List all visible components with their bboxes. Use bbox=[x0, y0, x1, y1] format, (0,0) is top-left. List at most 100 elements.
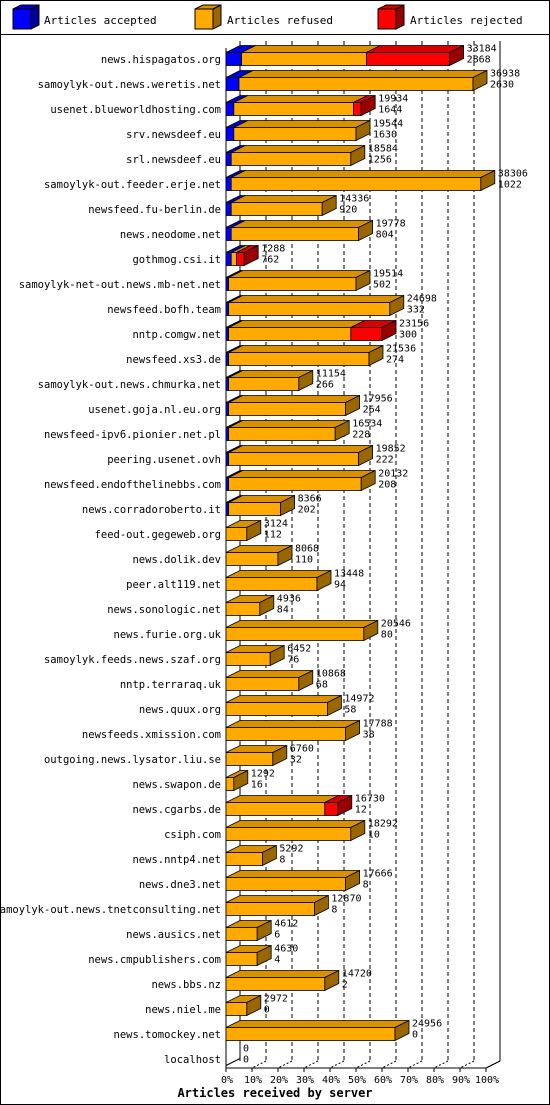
bar-top-refused bbox=[228, 420, 350, 428]
legend-swatch-refused-front bbox=[194, 8, 214, 30]
bar-segment-refused bbox=[225, 852, 263, 866]
value-total: 24698 bbox=[407, 294, 437, 305]
bar-segment-refused bbox=[225, 952, 258, 966]
bar-top-refused bbox=[225, 620, 378, 628]
value-accepted: 1022 bbox=[498, 180, 522, 191]
bar-top-refused bbox=[233, 120, 371, 128]
server-label: localhost bbox=[164, 1054, 221, 1066]
value-accepted: 762 bbox=[261, 255, 279, 266]
value-accepted: 110 bbox=[295, 555, 313, 566]
value-total: 3124 bbox=[264, 519, 288, 530]
value-total: 20132 bbox=[378, 469, 408, 480]
value-accepted: 1644 bbox=[378, 105, 402, 116]
bar-side-refused bbox=[355, 269, 371, 292]
server-label: outgoing.news.lysator.liu.se bbox=[44, 754, 221, 766]
bar-segment-refused bbox=[225, 777, 235, 791]
server-label: news.tomockey.net bbox=[114, 1029, 221, 1041]
bar-side-refused bbox=[389, 294, 405, 317]
server-label: news.corradoroberto.it bbox=[82, 504, 221, 516]
legend-entry-accepted: Articles accepted bbox=[12, 4, 157, 30]
server-label: samoylyk.feeds.news.szaf.org bbox=[44, 654, 221, 666]
value-total: 8068 bbox=[295, 544, 319, 555]
x-tick-label-100: 100% bbox=[475, 1075, 499, 1086]
server-label: news.dne3.net bbox=[139, 879, 221, 891]
bar-side-refused bbox=[355, 119, 371, 142]
value-total: 24956 bbox=[412, 1019, 442, 1030]
chart-bars: news.hispagatos.org331842868samoylyk-out… bbox=[1, 44, 528, 1067]
bar-segment-accepted bbox=[225, 152, 232, 166]
value-total: 19934 bbox=[378, 94, 408, 105]
bar-side-refused bbox=[313, 894, 329, 917]
bar-side-refused bbox=[261, 844, 277, 867]
value-total: 17788 bbox=[363, 719, 393, 730]
value-total: 17956 bbox=[363, 394, 393, 405]
bar-segment-refused bbox=[233, 102, 354, 116]
server-label: nntp.comgw.net bbox=[132, 329, 221, 341]
value-accepted: 202 bbox=[298, 505, 316, 516]
bar-top-refused bbox=[233, 95, 368, 103]
value-accepted: 16 bbox=[251, 780, 263, 791]
bar-side-refused bbox=[363, 619, 379, 642]
bar-top-refused bbox=[231, 195, 337, 203]
bar-side-refused bbox=[269, 644, 285, 667]
legend-swatch-rejected-side bbox=[395, 4, 405, 30]
bar-side-refused bbox=[272, 744, 288, 767]
value-total: 38306 bbox=[498, 169, 528, 180]
value-total: 19778 bbox=[376, 219, 406, 230]
value-total: 18292 bbox=[368, 819, 398, 830]
bar-side-rejected bbox=[243, 244, 259, 267]
value-accepted: 300 bbox=[399, 330, 417, 341]
value-accepted: 94 bbox=[334, 580, 346, 591]
bar-top-refused bbox=[225, 820, 365, 828]
server-label: samoylyk-out.news.chmurka.net bbox=[38, 379, 221, 391]
bar-row: samoylyk-out.news.tnetconsulting.net 1287… bbox=[1, 894, 362, 917]
value-total: 18584 bbox=[368, 144, 398, 155]
bar-row: localhost 00 bbox=[164, 1044, 249, 1067]
value-accepted: 0 bbox=[412, 1030, 418, 1041]
bar-segment-refused bbox=[228, 277, 357, 291]
value-total: 19852 bbox=[376, 444, 406, 455]
bar-side-refused bbox=[345, 394, 361, 417]
x-axis: 0% 10% 20% 30% 40% 50% 60% 70% 80% 90% 100% bbox=[221, 48, 501, 1086]
server-label: news.ausics.net bbox=[126, 929, 221, 941]
value-accepted: 6 bbox=[274, 930, 280, 941]
value-total: 16730 bbox=[355, 794, 385, 805]
bar-segment-rejected bbox=[352, 102, 362, 116]
bar-segment-refused bbox=[225, 752, 274, 766]
bar-top-refused bbox=[225, 895, 329, 903]
bar-segment-refused bbox=[225, 727, 346, 741]
value-total: 8366 bbox=[298, 494, 322, 505]
bar-top-refused bbox=[228, 295, 404, 303]
bar-top-refused bbox=[225, 695, 342, 703]
server-label: newsfeeds.xmission.com bbox=[82, 729, 221, 741]
bar-segment-refused bbox=[225, 827, 352, 841]
bar-top-refused bbox=[225, 570, 332, 578]
chart-legend: Articles accepted Articles refused Artic… bbox=[12, 4, 523, 30]
server-label: newsfeed-ipv6.pionier.net.pl bbox=[44, 429, 221, 441]
bar-segment-refused bbox=[230, 202, 323, 216]
bar-segment-refused bbox=[228, 352, 370, 366]
bar-segment-refused bbox=[228, 427, 336, 441]
value-accepted: 8 bbox=[331, 905, 337, 916]
value-accepted: 502 bbox=[373, 280, 391, 291]
bar-side-rejected bbox=[360, 94, 376, 117]
x-tick-label-50: 50% bbox=[348, 1075, 366, 1086]
value-accepted: 332 bbox=[407, 305, 425, 316]
bar-side-refused bbox=[345, 869, 361, 892]
server-label: news.nntp4.net bbox=[132, 854, 221, 866]
